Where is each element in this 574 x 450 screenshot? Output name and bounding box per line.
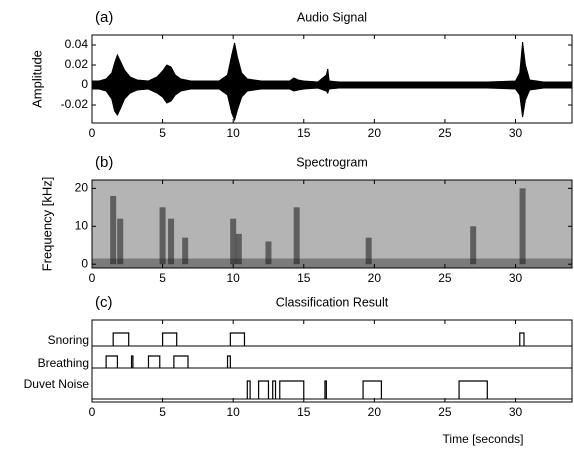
x-axis-label: Time [seconds] [443,432,524,446]
x-tick-label: 20 [368,126,382,140]
x-tick-label: 10 [226,405,240,419]
x-tick-label: 10 [226,271,240,285]
energy-streak [159,207,166,265]
y-tick-label: 0.04 [65,37,89,51]
x-tick-label: 20 [368,271,382,285]
energy-streak [117,218,124,265]
y-tick-label: 0.02 [65,57,89,71]
x-tick-label: 0 [89,271,96,285]
class-interval [229,332,246,346]
class-interval [130,355,134,368]
y-tick-label: 0 [81,256,88,270]
legend-label: Duvet Noise [24,377,90,391]
low-band [92,258,572,268]
class-interval [105,355,119,368]
class-interval [112,332,130,346]
legend-label: Snoring [48,333,89,347]
energy-streak [235,233,242,265]
energy-streak [182,237,189,265]
panel-label: (a) [95,9,113,26]
x-tick-label: 30 [509,126,523,140]
y-tick-label: -0.02 [61,97,89,111]
panel-label: (b) [95,154,113,171]
energy-streak [230,218,237,265]
class-interval [226,355,231,368]
y-tick-label: 20 [75,181,89,195]
panel-label: (c) [95,294,113,311]
class-interval [272,380,277,399]
waveform-fill [92,42,572,120]
class-interval [173,355,189,368]
energy-streak [293,207,300,265]
x-tick-label: 5 [159,126,166,140]
axes-box [91,34,573,124]
energy-streak [265,241,272,265]
class-interval [519,332,525,346]
y-axis-label: Amplitude [29,50,44,108]
energy-streak [365,237,372,265]
legend-label: Breathing [38,356,89,370]
y-axis-label: Frequency [kHz] [39,177,54,272]
x-tick-label: 0 [89,126,96,140]
x-tick-label: 5 [159,271,166,285]
y-tick-label: 0 [81,77,88,91]
panel-title: Spectrogram [296,155,368,169]
x-tick-label: 15 [297,405,311,419]
panel-title: Audio Signal [297,10,367,24]
x-tick-label: 25 [438,271,452,285]
class-interval [279,380,305,399]
class-interval [246,380,251,399]
x-tick-label: 30 [509,271,523,285]
x-tick-label: 0 [89,405,96,419]
x-tick-label: 10 [226,126,240,140]
x-tick-label: 20 [368,405,382,419]
class-interval [362,380,383,399]
panel-title: Classification Result [276,295,389,309]
energy-streak [110,195,117,265]
energy-streak [470,226,477,265]
x-tick-label: 25 [438,126,452,140]
x-tick-label: 5 [159,405,166,419]
y-tick-label: 10 [75,218,89,232]
x-tick-label: 15 [297,126,311,140]
x-tick-label: 15 [297,271,311,285]
energy-streak [168,218,175,265]
class-interval [324,380,327,399]
class-interval [458,380,488,399]
class-interval [257,380,270,399]
class-interval [161,332,178,346]
axes-box [91,179,573,269]
class-interval [147,355,161,368]
x-tick-label: 30 [509,405,523,419]
axes-box [91,319,573,403]
energy-streak [519,188,526,265]
x-tick-label: 25 [438,405,452,419]
